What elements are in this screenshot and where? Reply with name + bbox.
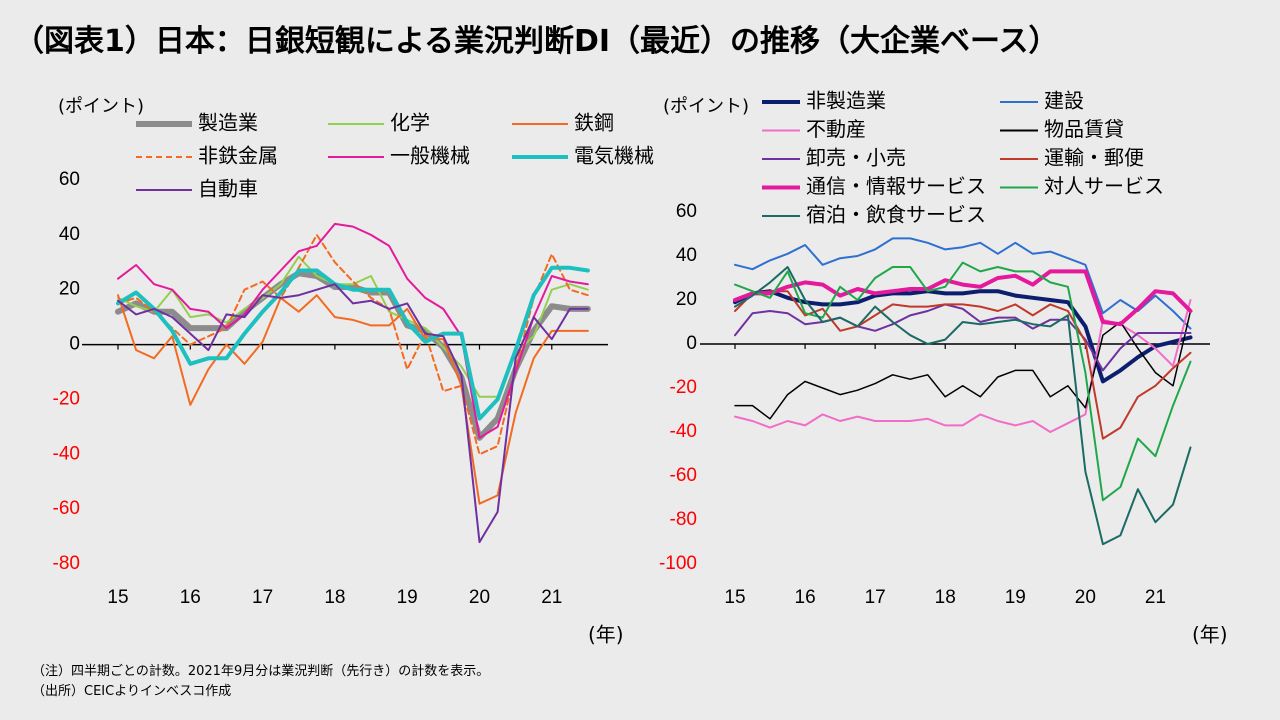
chart2-legend-label: 卸売・小売: [806, 146, 906, 170]
chart1-x-tick-label: 17: [252, 587, 273, 608]
chart2-series-line-物品賃貸: [734, 310, 1192, 420]
chart2-y-unit-label: (ポイント): [663, 96, 749, 117]
chart2-y-tick-label: -60: [670, 465, 697, 486]
chart2-legend-label: 通信・情報サービス: [806, 174, 986, 198]
chart2-y-tick-label: 40: [676, 245, 697, 266]
chart2-series-line-非製造業: [733, 289, 1193, 384]
note-line: （注）四半期ごとの計数。2021年9月分は業況判断（先行き）の計数を表示。: [32, 664, 490, 679]
chart2-x-tick-label: 17: [865, 587, 886, 608]
chart2-legend-label: 運輸・郵便: [1044, 146, 1144, 170]
chart2-x-tick-label: 19: [1005, 587, 1026, 608]
chart1-x-tick-label: 19: [397, 587, 418, 608]
chart2-y-tick-label: -20: [670, 377, 697, 398]
chart2-y-tick-label: 20: [676, 289, 697, 310]
page-title: （図表1）日本：日銀短観による業況判断DI（最近）の推移（大企業ベース）: [14, 24, 1059, 59]
chart2-x-tick-label: 18: [935, 587, 956, 608]
chart1-legend-label: 製造業: [198, 111, 258, 135]
chart1-legend-label: 自動車: [198, 177, 258, 201]
chart2-y-tick-label: 60: [676, 201, 697, 222]
chart1-x-unit-label: (年): [588, 623, 624, 647]
chart2-y-tick-label: -80: [670, 509, 697, 530]
chart1-y-tick-label: 0: [69, 334, 80, 355]
chart1-y-tick-label: -80: [53, 553, 80, 574]
chart2-y-tick-label: -100: [659, 553, 697, 574]
chart1-x-tick-label: 16: [180, 587, 201, 608]
chart1-series-line-一般機械: [117, 222, 589, 439]
chart1-y-tick-label: 60: [59, 169, 80, 190]
chart2-legend-label: 宿泊・飲食サービス: [806, 203, 986, 227]
chart2-x-tick-label: 16: [795, 587, 816, 608]
chart1-legend-label: 一般機械: [390, 144, 470, 168]
chart2-y-tick-label: -40: [670, 421, 697, 442]
chart1-x-tick-label: 18: [324, 587, 345, 608]
chart2-x-tick-label: 20: [1075, 587, 1096, 608]
chart2-series-line-不動産: [734, 299, 1192, 433]
chart1-y-tick-label: -20: [53, 388, 80, 409]
chart2-series-line-運輸・郵便: [734, 290, 1192, 440]
chart1-series-line-電気機械: [116, 265, 590, 421]
chart2-legend-label: 非製造業: [806, 89, 886, 113]
chart2-x-tick-label: 15: [724, 587, 745, 608]
chart1-y-tick-label: 20: [59, 279, 80, 300]
chart2-x-unit-label: (年): [1192, 623, 1228, 647]
chart2-legend-label: 対人サービス: [1044, 174, 1164, 198]
chart2-legend-label: 物品賃貸: [1044, 117, 1124, 141]
footnotes: （注）四半期ごとの計数。2021年9月分は業況判断（先行き）の計数を表示。 （出…: [32, 662, 489, 702]
chart2-series-line-卸売・小売: [734, 303, 1192, 372]
chart2-series-line-宿泊・飲食サービス: [734, 266, 1192, 546]
chart2-series-line-建設: [734, 237, 1192, 330]
source-line: （出所）CEICよりインベスコ作成: [32, 684, 232, 699]
chart1-legend-label: 電気機械: [574, 144, 654, 168]
chart1-x-tick-label: 20: [469, 587, 490, 608]
chart1-series-line-製造業: [115, 270, 591, 441]
chart2-x-tick-label: 21: [1145, 587, 1166, 608]
chart1-x-tick-label: 21: [541, 587, 562, 608]
chart1-y-unit-label: (ポイント): [58, 96, 144, 117]
chart1-x-tick-label: 15: [107, 587, 128, 608]
chart1-y-tick-label: -40: [53, 443, 80, 464]
chart2-series-line-通信・情報サービス: [733, 269, 1193, 327]
chart1-series-line-非鉄金属: [117, 233, 589, 456]
chart1-legend-label: 化学: [390, 111, 430, 135]
chart1-y-tick-label: 40: [59, 224, 80, 245]
chart1-series-line-鉄鋼: [117, 294, 589, 505]
chart1-series-line-自動車: [117, 283, 589, 544]
chart1-y-tick-label: -60: [53, 498, 80, 519]
chart1-legend-label: 非鉄金属: [198, 144, 278, 168]
chart2-legend-label: 不動産: [806, 117, 866, 141]
chart2-legend-label: 建設: [1044, 89, 1084, 113]
chart1-legend-label: 鉄鋼: [574, 111, 614, 135]
chart2-series-line-対人サービス: [734, 261, 1192, 502]
chart2-y-tick-label: 0: [686, 333, 697, 354]
